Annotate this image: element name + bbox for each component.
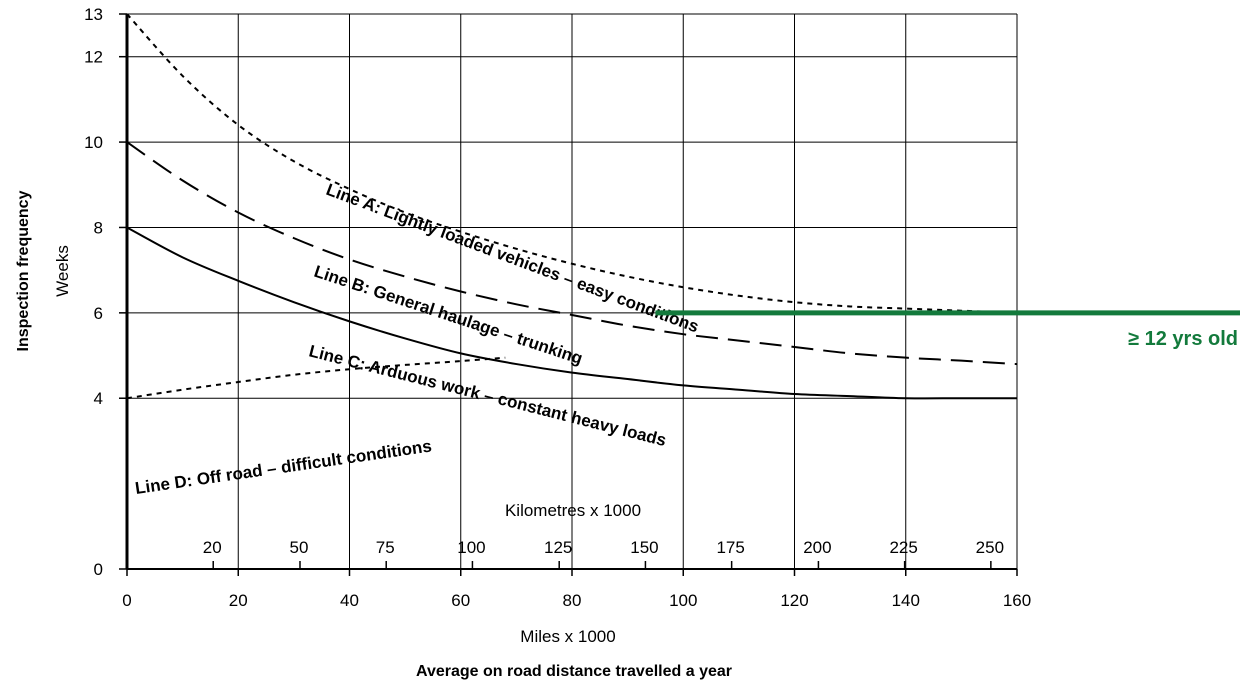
y-tick-label: 0: [94, 560, 103, 579]
km-tick-label: 200: [803, 538, 831, 557]
km-tick-label: 50: [290, 538, 309, 557]
age-threshold-label: ≥ 12 yrs old: [1128, 328, 1238, 350]
y-tick-label: 6: [94, 304, 103, 323]
x-tick-label: 20: [229, 591, 248, 610]
y-tick-label: 12: [84, 48, 103, 67]
km-tick-label: 150: [630, 538, 658, 557]
km-tick-label: 250: [976, 538, 1004, 557]
y-axis-title: Inspection frequency: [15, 190, 32, 351]
series-line-b: [126, 141, 1018, 366]
km-tick-label: 100: [457, 538, 485, 557]
x-tick-label: 100: [669, 591, 697, 610]
x-tick-label: 140: [892, 591, 920, 610]
x-tick-label: 160: [1003, 591, 1031, 610]
y-tick-label: 13: [84, 5, 103, 24]
x-tick-label: 0: [122, 591, 131, 610]
miles-axis-title: Miles x 1000: [520, 627, 615, 646]
x-tick-label: 120: [780, 591, 808, 610]
km-axis-title: Kilometres x 1000: [505, 501, 641, 520]
annotations: ≥ 12 yrs old: [655, 310, 1240, 350]
y-axis-unit: Weeks: [53, 245, 72, 297]
series-line-c: [126, 226, 1017, 400]
y-tick-label: 4: [94, 389, 103, 408]
label-line-d: Line D: Off road – difficult conditions: [134, 436, 433, 498]
x-tick-label: 40: [340, 591, 359, 610]
grid-lines: [127, 13, 1018, 569]
x-axis-main-title: Average on road distance travelled a yea…: [416, 663, 732, 680]
y-tick-label: 8: [94, 218, 103, 237]
series-line-a: [126, 13, 1018, 314]
series-line-d: [126, 356, 506, 400]
x-tick-label: 80: [563, 591, 582, 610]
series-lines: [126, 13, 1018, 400]
axes: [119, 13, 1018, 576]
km-tick-label: 75: [376, 538, 395, 557]
tick-labels: 0 20 40 60 80 100 120 140 160 0 4 6 8 10 12 13 20 50 75 100…: [84, 5, 1031, 610]
x-tick-label: 60: [451, 591, 470, 610]
km-tick-label: 175: [716, 538, 744, 557]
km-tick-label: 125: [544, 538, 572, 557]
label-line-c: Line C: Arduous work – constant heavy lo…: [307, 341, 668, 450]
km-tick-label: 225: [889, 538, 917, 557]
y-tick-label: 10: [84, 133, 103, 152]
km-tick-label: 20: [203, 538, 222, 557]
